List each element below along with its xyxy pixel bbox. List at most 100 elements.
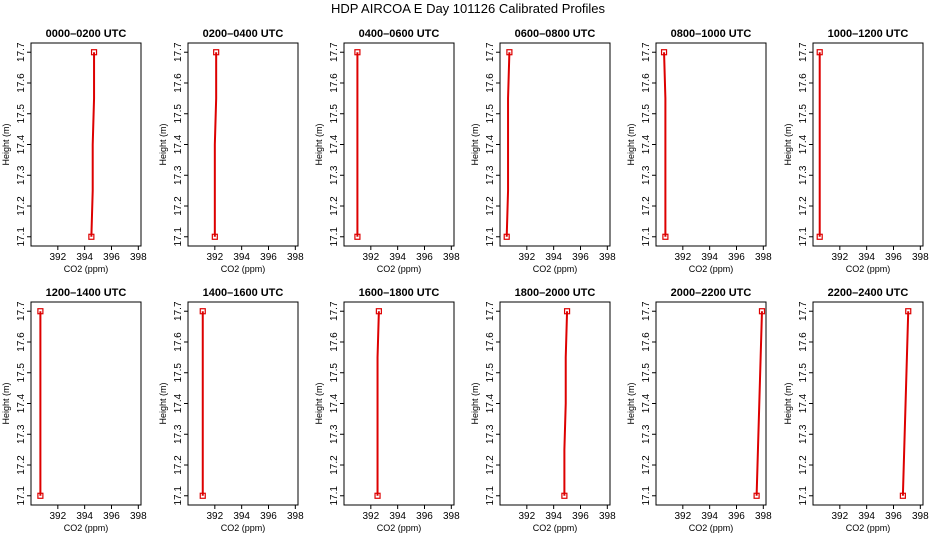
chart-panel: 0200–0400 UTC 392 394 396 398 17.1 17.2 17.3 17.…	[158, 28, 304, 274]
y-axis-label: Height (m)	[158, 382, 168, 424]
x-tick-label: 394	[233, 511, 250, 522]
profile-line	[90, 52, 96, 237]
panel-title: 2200–2400 UTC	[828, 287, 909, 299]
plot-frame	[343, 42, 455, 247]
x-tick-label: 392	[206, 252, 223, 263]
y-tick-label: 17.5	[329, 104, 340, 124]
y-tick-label: 17.5	[641, 104, 652, 124]
x-tick-label: 394	[76, 511, 93, 522]
y-tick-label: 17.3	[485, 424, 496, 444]
y-tick-label: 17.1	[641, 227, 652, 247]
x-tick-label: 396	[885, 252, 902, 263]
profile-point	[816, 233, 823, 240]
x-tick-label: 394	[701, 252, 718, 263]
x-axis-label: CO2 (ppm)	[221, 264, 266, 274]
x-tick-label: 398	[912, 252, 929, 263]
y-tick-label: 17.7	[798, 301, 809, 321]
y-tick-label: 17.5	[329, 363, 340, 383]
profile-point	[374, 492, 381, 499]
panel-title: 0000–0200 UTC	[46, 28, 127, 40]
y-tick-label: 17.4	[173, 134, 184, 154]
y-tick-label: 17.7	[173, 42, 184, 62]
profile-point	[561, 492, 568, 499]
x-tick-label: 396	[416, 511, 433, 522]
x-tick-label: 394	[545, 252, 562, 263]
y-tick-label: 17.5	[798, 104, 809, 124]
y-tick-label: 17.7	[16, 301, 27, 321]
x-tick-label: 392	[831, 511, 848, 522]
chart-panel: 2200–2400 UTC 392 394 396 398 17.1 17.2 17.3 17.…	[783, 287, 929, 533]
profile-line	[213, 52, 218, 237]
y-tick-label: 17.4	[641, 393, 652, 413]
plot-frame	[655, 301, 767, 506]
panel-title: 1400–1600 UTC	[203, 287, 284, 299]
y-tick-label: 17.4	[329, 134, 340, 154]
profile-point	[662, 233, 669, 240]
profile-point	[899, 492, 906, 499]
y-tick-label: 17.5	[173, 104, 184, 124]
x-tick-label: 398	[287, 252, 304, 263]
x-axis-label: CO2 (ppm)	[221, 523, 266, 533]
y-tick-label: 17.7	[485, 301, 496, 321]
profile-point	[506, 49, 513, 56]
y-tick-label: 17.1	[798, 227, 809, 247]
panel-title: 1000–1200 UTC	[828, 28, 909, 40]
y-tick-label: 17.5	[641, 363, 652, 383]
x-tick-label: 392	[518, 511, 535, 522]
profile-point	[816, 49, 823, 56]
profile-point	[660, 49, 668, 56]
y-tick-label: 17.2	[16, 196, 27, 216]
y-tick-label: 17.6	[173, 73, 184, 93]
profile-point	[354, 233, 361, 240]
y-tick-label: 17.2	[173, 196, 184, 216]
y-tick-label: 17.7	[485, 42, 496, 62]
x-tick-label: 396	[572, 511, 589, 522]
y-tick-label: 17.3	[16, 424, 27, 444]
chart-panel: 1400–1600 UTC 392 394 396 398 17.1 17.2 17.3 17.…	[158, 287, 304, 533]
y-tick-label: 17.5	[16, 363, 27, 383]
plot-frame	[343, 301, 455, 506]
chart-panel: 2000–2200 UTC 392 394 396 398 17.1 17.2 17.3 17.…	[626, 287, 772, 533]
y-tick-label: 17.6	[641, 73, 652, 93]
y-tick-label: 17.1	[485, 227, 496, 247]
x-axis-label: CO2 (ppm)	[846, 523, 891, 533]
profile-point	[563, 308, 571, 315]
y-tick-label: 17.3	[329, 165, 340, 185]
x-tick-label: 394	[76, 252, 93, 263]
x-tick-label: 392	[206, 511, 223, 522]
y-tick-label: 17.2	[641, 196, 652, 216]
x-tick-label: 396	[103, 511, 120, 522]
y-tick-label: 17.3	[641, 165, 652, 185]
profile-point	[88, 233, 95, 240]
x-tick-label: 392	[674, 511, 691, 522]
profile-point	[199, 308, 206, 315]
profile-point	[37, 308, 44, 315]
x-tick-label: 398	[287, 511, 304, 522]
x-tick-label: 394	[545, 511, 562, 522]
y-axis-label: Height (m)	[470, 382, 480, 424]
y-tick-label: 17.4	[641, 134, 652, 154]
y-tick-label: 17.3	[641, 424, 652, 444]
profile-point	[758, 308, 766, 315]
y-tick-label: 17.6	[641, 332, 652, 352]
y-tick-label: 17.4	[329, 393, 340, 413]
x-axis-label: CO2 (ppm)	[533, 264, 578, 274]
y-tick-label: 17.3	[16, 165, 27, 185]
y-axis-label: Height (m)	[314, 382, 324, 424]
profile-point	[213, 49, 220, 56]
panel-title: 2000–2200 UTC	[671, 287, 752, 299]
y-tick-label: 17.4	[173, 393, 184, 413]
profile-line	[901, 311, 910, 496]
y-tick-label: 17.6	[329, 73, 340, 93]
x-tick-label: 394	[701, 511, 718, 522]
y-tick-label: 17.7	[329, 42, 340, 62]
panel-title: 1800–2000 UTC	[515, 287, 596, 299]
x-tick-label: 396	[260, 252, 277, 263]
y-tick-label: 17.7	[329, 301, 340, 321]
x-tick-label: 392	[674, 252, 691, 263]
y-tick-label: 17.7	[173, 301, 184, 321]
y-tick-label: 17.2	[641, 455, 652, 475]
y-tick-label: 17.3	[173, 165, 184, 185]
profile-point	[199, 492, 206, 499]
x-tick-label: 394	[389, 252, 406, 263]
